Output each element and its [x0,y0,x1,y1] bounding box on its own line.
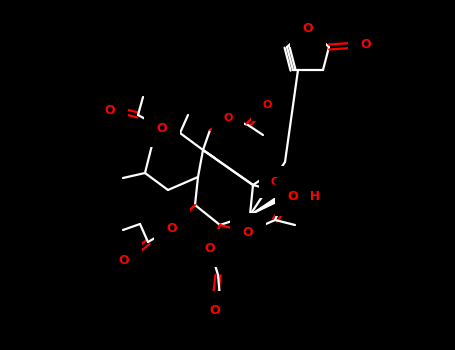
Text: O: O [243,225,253,238]
Text: OH: OH [299,190,320,203]
Text: O: O [157,121,167,134]
Text: O: O [210,303,220,316]
Text: O: O [270,177,280,187]
Text: O: O [263,100,272,110]
Text: O: O [288,190,298,203]
Polygon shape [152,126,165,145]
Text: O: O [167,222,177,235]
Text: O: O [119,253,129,266]
Text: O: O [303,21,313,35]
Text: O: O [105,104,115,117]
Polygon shape [170,205,195,230]
Text: O: O [361,38,371,51]
Polygon shape [250,193,287,215]
Text: O: O [205,241,215,254]
Text: O: O [223,113,233,123]
